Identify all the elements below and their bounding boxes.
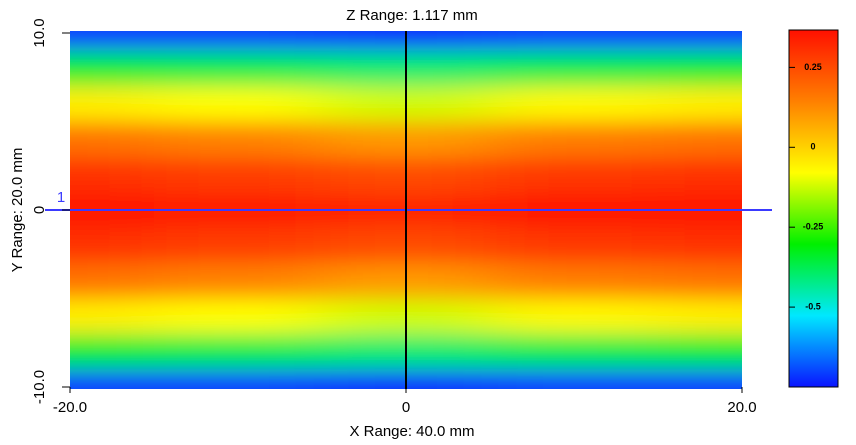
heatmap-cell [70, 86, 155, 122]
heatmap-cell [70, 369, 155, 389]
y-tick-label: 0 [31, 206, 48, 214]
x-tick-label: 0 [402, 399, 410, 416]
y-tick-label: -10.0 [31, 370, 48, 404]
heatmap-cell [490, 31, 659, 52]
heatmap-cell [154, 50, 323, 87]
heatmap-cell [658, 263, 742, 299]
heatmap-cell [70, 227, 155, 264]
heatmap-cell [658, 86, 742, 122]
y-tick-label: 10.0 [31, 18, 48, 47]
x-axis-label: X Range: 40.0 mm [349, 423, 474, 440]
heatmap-cell [490, 50, 659, 87]
heatmap-cell [490, 227, 659, 264]
heatmap-cell [658, 227, 742, 264]
colorbar-tick-label: 0.25 [804, 62, 822, 72]
colorbar-tick-label: -0.25 [803, 222, 824, 232]
x-tick-label: 20.0 [727, 399, 756, 416]
heatmap-cell [658, 369, 742, 389]
colorbar-tick-label: 0 [810, 142, 815, 152]
heatmap-cell [70, 298, 155, 335]
heatmap-cell [154, 369, 323, 389]
cursor-label: 1 [57, 189, 65, 206]
heatmap-cell [490, 369, 659, 389]
heatmap-cell [154, 333, 323, 370]
heatmap-cell [70, 121, 155, 158]
heatmap-cell [154, 86, 323, 122]
heatmap-cell [658, 333, 742, 370]
heatmap-cell [154, 263, 323, 299]
heatmap-cell [658, 121, 742, 158]
heatmap-cell [490, 121, 659, 158]
colorbar [788, 29, 839, 388]
heatmap-cell [154, 227, 323, 264]
heatmap-cell [154, 298, 323, 335]
heatmap-cell [490, 333, 659, 370]
heatmap-cell [658, 298, 742, 335]
heatmap-cell [490, 86, 659, 122]
heatmap-cell [70, 263, 155, 299]
chart-title: Z Range: 1.117 mm [346, 7, 477, 24]
heatmap-cell [490, 298, 659, 335]
heatmap-cell [490, 263, 659, 299]
heatmap-cell [154, 121, 323, 158]
heatmap-cell [154, 156, 323, 193]
heatmap-cell [490, 156, 659, 193]
x-tick-label: -20.0 [53, 399, 87, 416]
heatmap-cell [658, 156, 742, 193]
heatmap-cell [70, 333, 155, 370]
y-axis-label: Y Range: 20.0 mm [9, 148, 26, 273]
colorbar-tick-label: -0.5 [805, 301, 821, 311]
heatmap-cell [658, 50, 742, 87]
heatmap-cell [70, 156, 155, 193]
heatmap-cell [70, 31, 155, 52]
heatmap-cell [658, 31, 742, 52]
heatmap-cell [70, 50, 155, 87]
heatmap-cell [154, 31, 323, 52]
